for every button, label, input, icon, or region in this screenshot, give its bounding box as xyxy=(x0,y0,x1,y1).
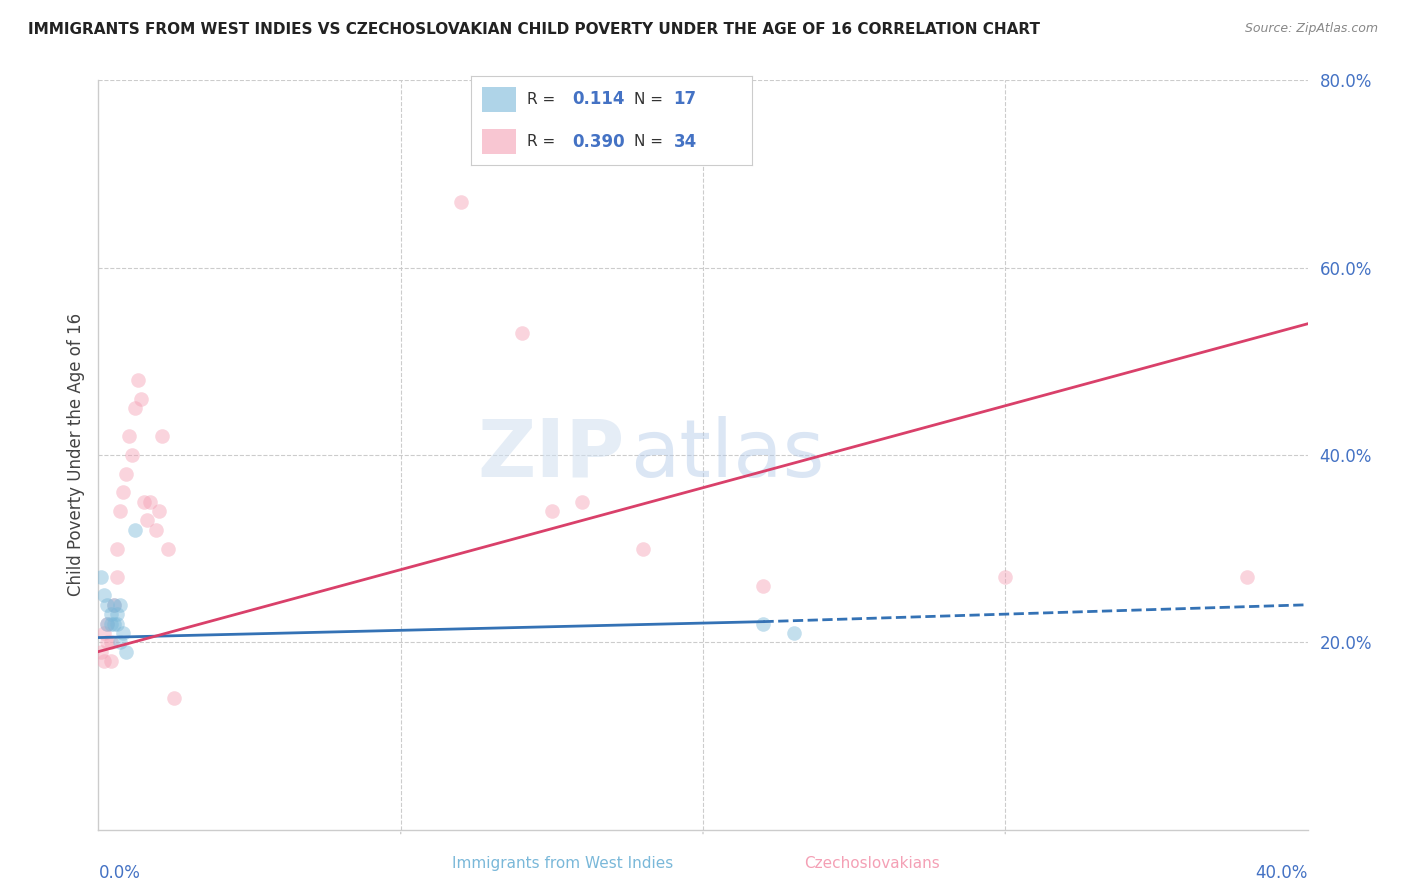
Point xyxy=(783,626,806,640)
Text: N =: N = xyxy=(634,135,668,149)
Point xyxy=(93,654,115,668)
Bar xyxy=(482,129,516,154)
Point xyxy=(118,429,141,443)
Point xyxy=(132,494,155,508)
Point xyxy=(96,616,118,631)
Point xyxy=(96,598,118,612)
Point xyxy=(108,504,131,518)
Point xyxy=(96,635,118,649)
Point xyxy=(93,589,115,603)
Text: 0.114: 0.114 xyxy=(572,90,624,108)
Text: 0.0%: 0.0% xyxy=(98,864,141,882)
Point xyxy=(100,654,122,668)
Text: Czechoslovakians: Czechoslovakians xyxy=(804,856,939,871)
Point xyxy=(163,691,186,706)
Point xyxy=(100,616,122,631)
Text: Immigrants from West Indies: Immigrants from West Indies xyxy=(451,856,673,871)
Point xyxy=(135,514,157,528)
Point xyxy=(540,504,562,518)
Point xyxy=(103,598,125,612)
Point xyxy=(103,598,125,612)
Text: 40.0%: 40.0% xyxy=(1256,864,1308,882)
Point xyxy=(121,448,143,462)
Point xyxy=(124,523,146,537)
Point xyxy=(1236,570,1258,584)
Point xyxy=(93,626,115,640)
Point xyxy=(103,616,125,631)
Text: ZIP: ZIP xyxy=(477,416,624,494)
Point xyxy=(111,485,134,500)
Point xyxy=(111,626,134,640)
Text: R =: R = xyxy=(527,92,561,106)
Point xyxy=(90,570,112,584)
Point xyxy=(114,644,136,658)
Point xyxy=(127,373,149,387)
Text: 34: 34 xyxy=(673,133,697,151)
Point xyxy=(571,494,593,508)
Point xyxy=(105,570,128,584)
Point xyxy=(450,194,472,209)
Point xyxy=(156,541,179,556)
Point xyxy=(631,541,654,556)
Text: atlas: atlas xyxy=(630,416,825,494)
Point xyxy=(139,494,162,508)
Point xyxy=(108,598,131,612)
Point xyxy=(100,607,122,621)
Text: IMMIGRANTS FROM WEST INDIES VS CZECHOSLOVAKIAN CHILD POVERTY UNDER THE AGE OF 16: IMMIGRANTS FROM WEST INDIES VS CZECHOSLO… xyxy=(28,22,1040,37)
Text: Source: ZipAtlas.com: Source: ZipAtlas.com xyxy=(1244,22,1378,36)
Point xyxy=(105,541,128,556)
Y-axis label: Child Poverty Under the Age of 16: Child Poverty Under the Age of 16 xyxy=(66,313,84,597)
Text: 17: 17 xyxy=(673,90,696,108)
Point xyxy=(105,616,128,631)
Bar xyxy=(482,87,516,112)
Text: N =: N = xyxy=(634,92,668,106)
Point xyxy=(90,644,112,658)
Point xyxy=(129,392,152,406)
Point xyxy=(148,504,170,518)
Point xyxy=(124,401,146,416)
Point xyxy=(114,467,136,481)
Point xyxy=(100,635,122,649)
Point xyxy=(150,429,173,443)
Text: 0.390: 0.390 xyxy=(572,133,624,151)
Point xyxy=(96,616,118,631)
Point xyxy=(145,523,167,537)
Point xyxy=(994,570,1017,584)
Point xyxy=(510,326,533,340)
Point xyxy=(752,616,775,631)
Point xyxy=(108,635,131,649)
Point xyxy=(105,607,128,621)
Point xyxy=(752,579,775,593)
Text: R =: R = xyxy=(527,135,561,149)
